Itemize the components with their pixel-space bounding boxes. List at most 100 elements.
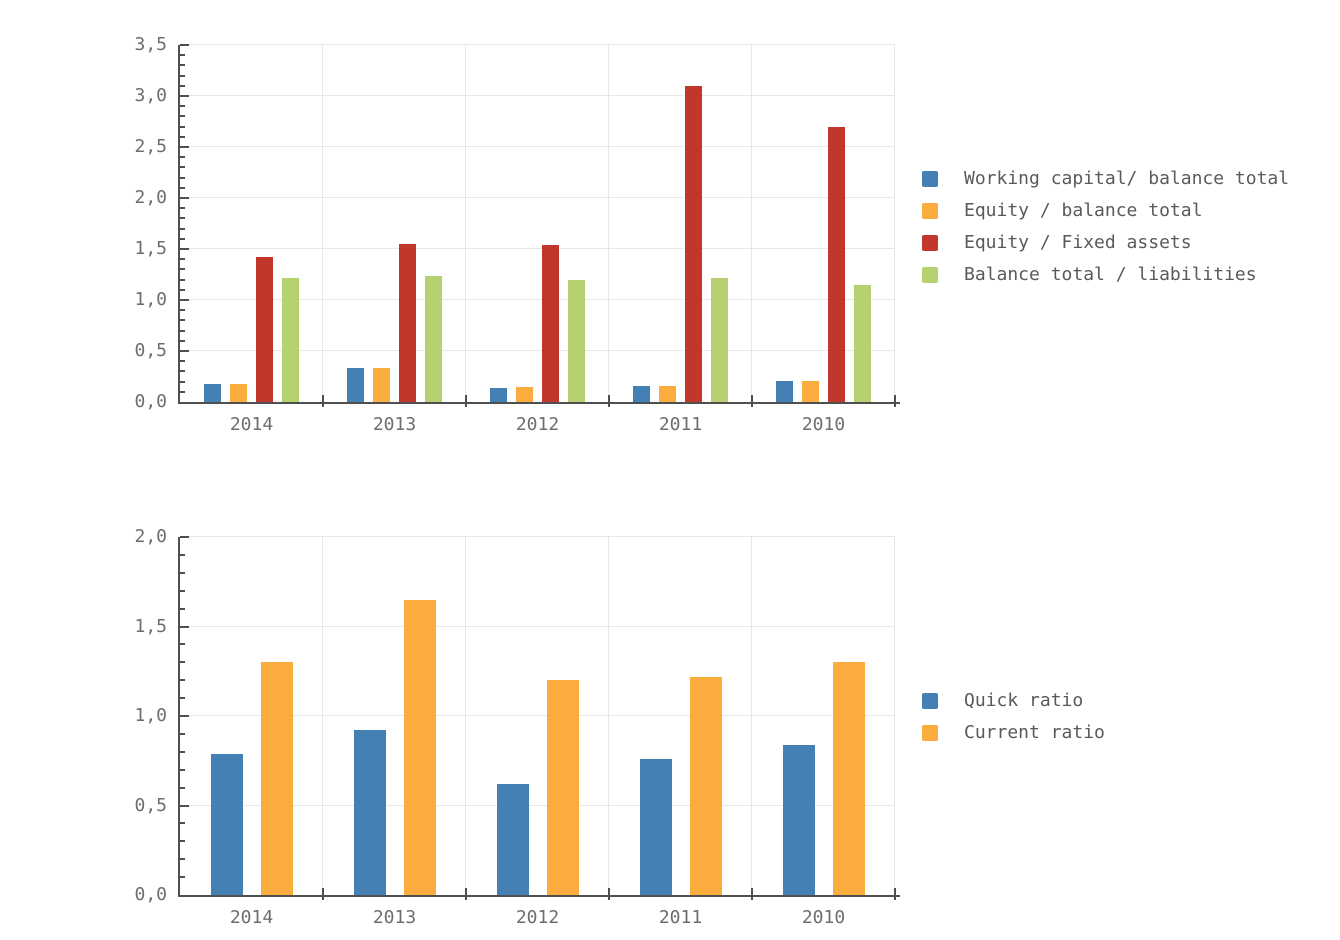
legend-item-equity-fixed-assets: Equity / Fixed assets xyxy=(922,232,1289,253)
legend-item-label: Current ratio xyxy=(964,722,1105,743)
bar-group-2011 xyxy=(609,45,752,402)
y-axis-minor-tick-icon xyxy=(180,217,185,220)
bar-equity-balance-total-2012 xyxy=(516,386,533,402)
y-axis-minor-tick-icon xyxy=(180,105,185,108)
bar-equity-balance-total-2010 xyxy=(802,380,819,402)
y-axis-minor-tick-icon xyxy=(180,750,185,753)
bar-equity-balance-total-2011 xyxy=(659,385,676,402)
y-axis-minor-tick-icon xyxy=(180,268,185,271)
bar-group-2013 xyxy=(323,45,466,402)
y-axis-minor-tick-icon xyxy=(180,309,185,312)
x-axis-category-label: 2011 xyxy=(658,907,703,928)
legend-item-quick-ratio: Quick ratio xyxy=(922,690,1105,711)
y-axis-minor-tick-icon xyxy=(180,589,185,592)
bar-working-capital-balance-total-2013 xyxy=(347,368,364,402)
y-axis-major-tick-icon xyxy=(180,804,189,807)
x-gridline xyxy=(322,537,323,895)
y-axis-minor-tick-icon xyxy=(180,74,185,77)
x-axis-group-tick-icon xyxy=(608,395,610,407)
bar-equity-balance-total-2014 xyxy=(230,383,247,402)
financial-structure-plot-area: 0,0 0,5 1,0 1,5 2,0 2,5 3,0 3,5 2014 2013 2012 2011… xyxy=(134,36,900,434)
bar-balance-total-liabilities-2012 xyxy=(568,279,585,402)
y-gridline xyxy=(180,350,895,351)
bar-quick-ratio-2014 xyxy=(210,753,243,895)
y-gridline xyxy=(180,197,895,198)
bar-balance-total-liabilities-2010 xyxy=(854,284,871,402)
bar-balance-total-liabilities-2013 xyxy=(425,275,442,402)
y-axis-major-tick-icon xyxy=(180,536,189,538)
x-axis-category-label: 2011 xyxy=(658,414,703,435)
bar-working-capital-balance-total-2011 xyxy=(633,385,650,402)
y-axis-minor-tick-icon xyxy=(180,278,185,281)
bar-equity-fixed-assets-2011 xyxy=(685,85,702,402)
legend-item-current-ratio: Current ratio xyxy=(922,722,1105,743)
x-gridline xyxy=(894,45,895,402)
y-axis-major-tick-icon xyxy=(180,197,189,200)
y-axis-minor-tick-icon xyxy=(180,329,185,332)
y-gridline xyxy=(180,715,895,716)
bar-group-2014 xyxy=(180,45,323,402)
y-axis-minor-tick-icon xyxy=(180,166,185,169)
x-axis-category-label: 2014 xyxy=(229,414,274,435)
y-axis-minor-tick-icon xyxy=(180,840,185,843)
y-axis-major-tick-icon xyxy=(180,625,189,628)
y-gridline xyxy=(180,625,895,627)
bar-balance-total-liabilities-2014 xyxy=(282,277,299,402)
y-axis-minor-tick-icon xyxy=(180,227,185,230)
bar-quick-ratio-2011 xyxy=(639,758,672,895)
y-axis-tick-label: 1,5 xyxy=(134,615,167,637)
y-axis-tick-label: 0,5 xyxy=(134,794,167,816)
x-axis-category-label: 2013 xyxy=(372,907,417,928)
bar-current-ratio-2014 xyxy=(260,662,293,895)
y-gridline xyxy=(180,44,895,45)
x-gridline xyxy=(465,45,466,402)
y-axis-minor-tick-icon xyxy=(180,54,185,57)
y-axis-tick-label: 0,5 xyxy=(134,340,167,361)
liquidity-ratios-plot-area: 0,0 0,5 1,0 1,5 2,0 2014 2013 2012 2011 2010 xyxy=(134,528,900,927)
x-axis-category-label: 2010 xyxy=(801,907,846,928)
x-gridline xyxy=(465,537,466,895)
legend-swatch-icon xyxy=(922,170,938,187)
x-axis-category-label: 2013 xyxy=(372,414,417,435)
financial-structure-legend: Working capital/ balance total Equity / b… xyxy=(922,168,1289,296)
y-axis-minor-tick-icon xyxy=(180,732,185,735)
y-axis-minor-tick-icon xyxy=(180,607,185,610)
x-axis-group-tick-icon xyxy=(322,888,324,900)
legend-item-working-capital-balance-total: Working capital/ balance total xyxy=(922,168,1289,189)
y-axis-major-tick-icon xyxy=(180,299,189,302)
y-axis-minor-tick-icon xyxy=(180,288,185,291)
legend-swatch-icon xyxy=(922,202,938,219)
legend-swatch-icon xyxy=(922,692,938,709)
bar-current-ratio-2012 xyxy=(546,680,579,895)
bar-equity-fixed-assets-2014 xyxy=(256,257,273,402)
y-axis-tick-label: 0,0 xyxy=(134,391,167,412)
y-axis-tick-label: 1,0 xyxy=(134,289,167,310)
y-axis-minor-tick-icon xyxy=(180,237,185,240)
y-axis-minor-tick-icon xyxy=(180,380,185,383)
legend-swatch-icon xyxy=(922,266,938,283)
x-gridline xyxy=(894,537,895,895)
bar-group-2010 xyxy=(752,537,895,895)
y-axis-tick-label: 2,0 xyxy=(134,526,167,547)
x-axis-category-label: 2012 xyxy=(515,414,560,435)
x-axis-group-tick-icon xyxy=(751,395,753,407)
x-axis-group-tick-icon xyxy=(322,395,324,407)
bar-working-capital-balance-total-2010 xyxy=(776,380,793,402)
x-axis-group-tick-icon xyxy=(894,395,896,407)
y-axis-minor-tick-icon xyxy=(180,370,185,373)
bar-group-2012 xyxy=(466,45,609,402)
bar-working-capital-balance-total-2012 xyxy=(490,387,507,402)
y-axis-minor-tick-icon xyxy=(180,661,185,664)
y-axis-major-tick-icon xyxy=(180,715,189,717)
y-axis-tick-label: 0,0 xyxy=(134,884,167,905)
y-axis-minor-tick-icon xyxy=(180,786,185,789)
x-gridline xyxy=(751,537,752,895)
y-axis-minor-tick-icon xyxy=(180,186,185,189)
y-axis-minor-tick-icon xyxy=(180,64,185,67)
y-axis-minor-tick-icon xyxy=(180,679,185,682)
y-axis-minor-tick-icon xyxy=(180,207,185,210)
bar-equity-balance-total-2013 xyxy=(373,368,390,402)
y-gridline xyxy=(180,95,895,96)
legend-swatch-icon xyxy=(922,724,938,741)
